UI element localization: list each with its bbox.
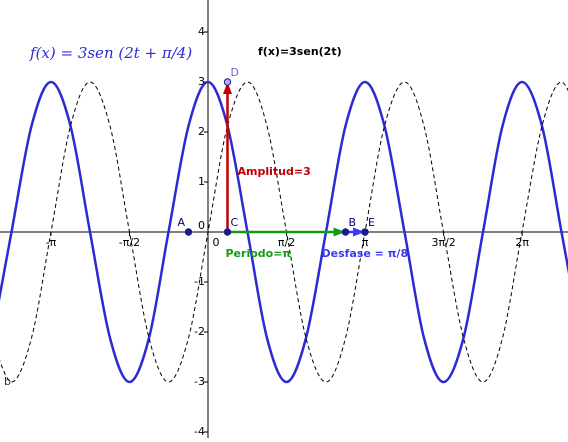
function-label: f(x)=3sen(2t) <box>258 45 342 58</box>
function-curve <box>0 80 568 384</box>
y-tick-label: 1 <box>198 175 205 188</box>
point <box>361 228 369 236</box>
y-tick-label: -2 <box>194 325 205 338</box>
point-label: B <box>349 216 357 229</box>
point-label: D <box>231 66 239 79</box>
curve-label: b <box>4 375 11 388</box>
point-label: C <box>231 216 239 229</box>
arrow-label: Desfase = π/8 <box>322 247 409 260</box>
point <box>223 78 232 86</box>
y-tick-label: 0 <box>198 219 205 232</box>
y-tick-label: 4 <box>198 25 205 38</box>
arrow-head <box>353 227 365 237</box>
y-tick-label: -4 <box>194 425 205 438</box>
arrow-label: Amplitud=3 <box>238 165 311 178</box>
arrow-head <box>223 82 232 94</box>
point <box>184 228 193 236</box>
x-tick-label: -π/2 <box>119 236 140 249</box>
point <box>341 228 350 236</box>
x-tick-label: 3π/2 <box>431 236 455 249</box>
y-tick-label: -3 <box>194 375 205 388</box>
formula-label: f(x) = 3sen (2t + π/4) <box>29 44 192 62</box>
x-tick-label: -π <box>46 236 57 249</box>
x-tick-label: π <box>362 236 369 249</box>
x-tick-label: 0 <box>213 236 220 249</box>
y-tick-label: 3 <box>198 75 205 88</box>
x-tick-label: 2π <box>515 236 529 249</box>
point <box>223 228 232 236</box>
arrow-head <box>333 227 346 237</box>
arrow-label: Periodo=π <box>226 247 292 260</box>
point-label: A <box>178 216 186 229</box>
y-tick-label: 2 <box>198 125 205 138</box>
point-label: E <box>368 216 375 229</box>
x-tick-label: π/2 <box>278 236 295 249</box>
